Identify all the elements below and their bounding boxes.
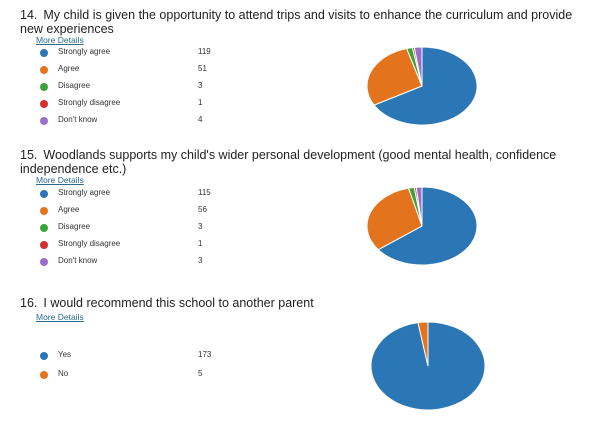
legend-label: Agree xyxy=(58,64,80,73)
legend-count: 115 xyxy=(198,188,211,197)
pie-slice xyxy=(413,46,423,87)
legend-item: Disagree 3 xyxy=(40,81,280,95)
legend-label: Don't know xyxy=(58,115,98,124)
more-details-link[interactable]: More Details xyxy=(36,175,84,185)
pie-slice xyxy=(417,321,429,367)
legend-item: Strongly agree 119 xyxy=(40,47,280,61)
legend-count: 1 xyxy=(198,98,203,107)
legend-count: 3 xyxy=(198,222,203,231)
legend-item: Strongly disagree 1 xyxy=(40,239,280,253)
question-text: I would recommend this school to another… xyxy=(43,296,314,310)
question-number: 14. xyxy=(20,8,38,22)
legend-count: 4 xyxy=(198,115,203,124)
legend-count: 1 xyxy=(198,239,203,248)
question-number: 15. xyxy=(20,148,38,162)
legend-count: 3 xyxy=(198,256,203,265)
legend-dot xyxy=(40,66,48,74)
legend-dot xyxy=(40,100,48,108)
legend-dot xyxy=(40,83,48,91)
legend-label: Yes xyxy=(58,350,72,359)
legend-count: 5 xyxy=(198,369,203,378)
legend-dot xyxy=(40,352,48,360)
legend-count: 119 xyxy=(198,47,211,56)
legend-dot xyxy=(40,371,48,379)
legend-dot xyxy=(40,258,48,266)
question-text: Woodlands supports my child's wider pers… xyxy=(20,148,557,176)
pie-chart xyxy=(366,186,478,266)
legend-count: 51 xyxy=(198,64,207,73)
legend-item: Don't know 4 xyxy=(40,115,280,129)
legend-item: Agree 51 xyxy=(40,64,280,78)
legend-count: 173 xyxy=(198,350,212,359)
question-title: 15. Woodlands supports my child's wider p… xyxy=(20,148,590,176)
legend-label: Strongly agree xyxy=(58,47,111,56)
legend-item: Yes 173 xyxy=(40,350,280,364)
legend-item: Agree 56 xyxy=(40,205,280,219)
legend-label: Agree xyxy=(58,205,80,214)
legend-label: Strongly disagree xyxy=(58,239,121,248)
question-title: 16. I would recommend this school to anot… xyxy=(20,296,590,310)
legend-dot xyxy=(40,190,48,198)
legend-item: Don't know 3 xyxy=(40,256,280,270)
legend-dot xyxy=(40,207,48,215)
legend-dot xyxy=(40,49,48,57)
legend-dot xyxy=(40,241,48,249)
pie-slice xyxy=(366,47,423,106)
more-details-link[interactable]: More Details xyxy=(36,35,84,45)
pie-chart xyxy=(366,46,478,126)
legend-count: 56 xyxy=(198,205,207,214)
legend-item: Disagree 3 xyxy=(40,222,280,236)
pie-slice xyxy=(377,186,478,266)
legend-label: Strongly disagree xyxy=(58,98,121,107)
legend-item: Strongly agree 115 xyxy=(40,188,280,202)
legend-dot xyxy=(40,117,48,125)
legend-label: Disagree xyxy=(58,222,91,231)
question-text: My child is given the opportunity to att… xyxy=(20,8,573,36)
pie-slice xyxy=(373,46,478,126)
legend-label: Don't know xyxy=(58,256,98,265)
question-title: 14. My child is given the opportunity to … xyxy=(20,8,590,36)
legend-dot xyxy=(40,224,48,232)
legend-item: No 5 xyxy=(40,369,280,383)
more-details-link[interactable]: More Details xyxy=(36,312,84,322)
pie-slice xyxy=(415,186,423,227)
legend-label: Disagree xyxy=(58,81,91,90)
pie-chart xyxy=(370,321,486,411)
legend-label: No xyxy=(58,369,69,378)
legend-item: Strongly disagree 1 xyxy=(40,98,280,112)
legend-label: Strongly agree xyxy=(58,188,111,197)
question-number: 16. xyxy=(20,296,38,310)
pie-slice xyxy=(366,187,423,251)
legend-count: 3 xyxy=(198,81,203,90)
